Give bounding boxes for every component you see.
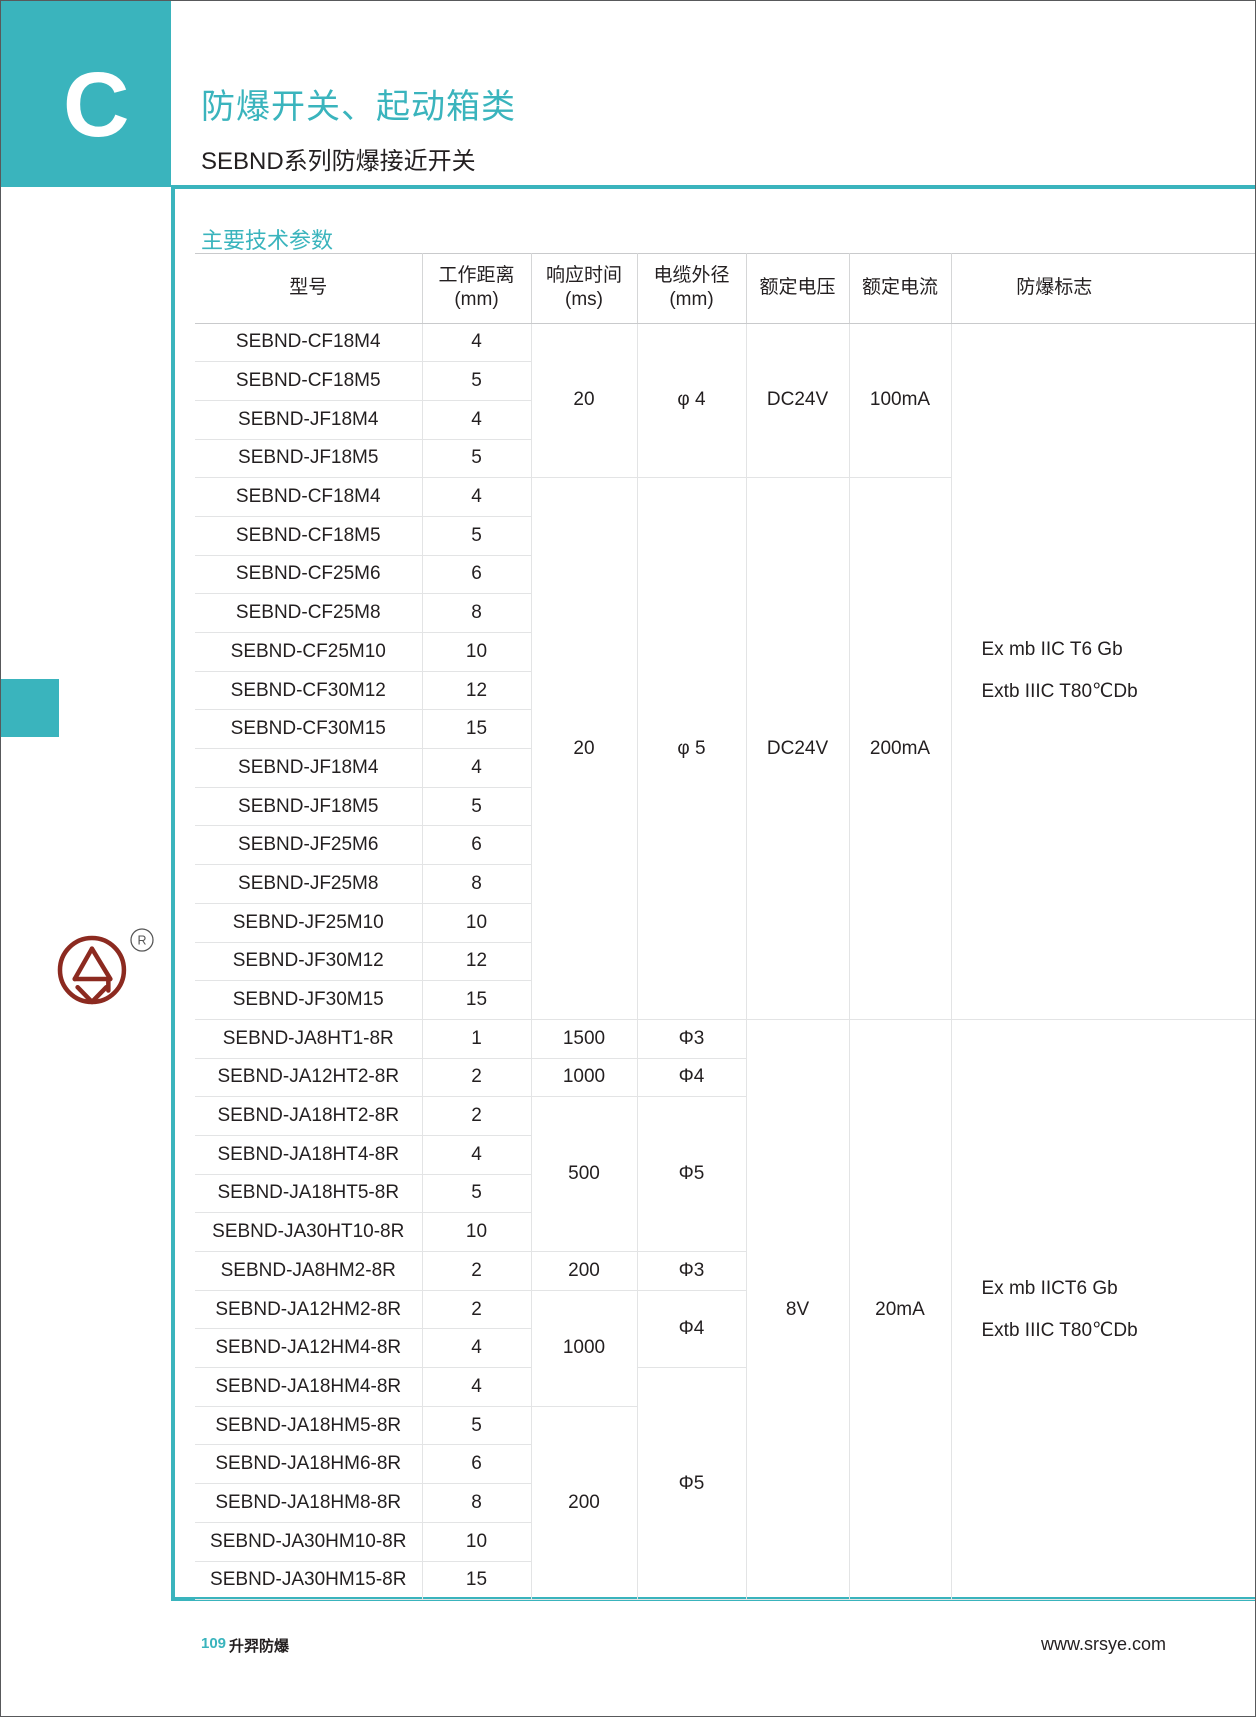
svg-text:R: R (137, 934, 146, 948)
